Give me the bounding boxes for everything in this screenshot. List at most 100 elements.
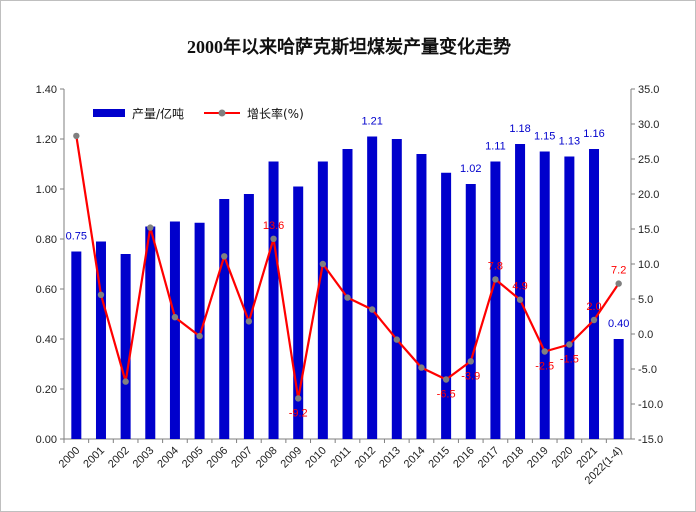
growth-rate-point xyxy=(73,132,80,140)
left-tick-label: 1.20 xyxy=(36,134,57,146)
rate-data-label: 7.8 xyxy=(488,260,503,272)
x-tick-label: 2020 xyxy=(550,445,576,471)
production-bar xyxy=(515,144,526,439)
production-bar xyxy=(243,194,254,439)
growth-rate-point xyxy=(516,296,524,303)
rate-data-label: -1.5 xyxy=(560,354,579,366)
production-bar xyxy=(367,136,378,439)
growth-rate-point xyxy=(344,294,351,301)
x-tick-label: 2017 xyxy=(476,445,502,471)
bar-data-label: 1.13 xyxy=(559,136,580,148)
x-tick-label: 2015 xyxy=(426,445,452,471)
x-tick-label: 2005 xyxy=(180,445,206,471)
production-bar xyxy=(71,251,82,439)
x-tick-label: 2013 xyxy=(377,445,403,471)
rate-data-label: -2.5 xyxy=(535,361,554,373)
left-tick-label: 0.80 xyxy=(36,234,57,246)
right-tick-label: 20.0 xyxy=(638,189,659,201)
production-bar xyxy=(95,241,106,439)
rate-data-label: 2.0 xyxy=(586,301,601,313)
x-axis-ticks: 2000200120022003200420052006200720082009… xyxy=(57,439,625,487)
growth-rate-point xyxy=(147,224,154,231)
rate-data-label: 13.6 xyxy=(263,220,284,232)
growth-rate-point xyxy=(171,314,179,321)
left-tick-label: 1.00 xyxy=(36,184,57,196)
production-bar xyxy=(317,161,328,439)
right-tick-label: 30.0 xyxy=(638,119,659,131)
legend-bar-label: 产量/亿吨 xyxy=(132,106,184,121)
growth-rate-point xyxy=(492,276,499,283)
x-tick-label: 2006 xyxy=(205,445,231,471)
growth-rate-point xyxy=(270,235,277,242)
right-tick-label: 15.0 xyxy=(638,224,659,236)
production-bar xyxy=(194,222,205,439)
production-bar xyxy=(169,221,180,439)
legend-line-label: 增长率(%) xyxy=(247,106,304,121)
growth-line-series xyxy=(73,132,622,402)
production-bar xyxy=(539,151,550,439)
data-labels: 0.75 1.21 1.02 1.111.18 1.15 1.131.16 0.40 13.6… xyxy=(66,116,630,420)
production-bar xyxy=(589,149,600,439)
right-tick-label: -10.0 xyxy=(638,399,663,411)
right-tick-label: 10.0 xyxy=(638,259,659,271)
production-bar xyxy=(465,184,476,439)
bar-data-label: 1.18 xyxy=(509,123,530,135)
chart-title: 2000年以来哈萨克斯坦煤炭产量变化走势 xyxy=(187,36,511,57)
growth-rate-point xyxy=(97,291,105,298)
rate-data-label: -3.9 xyxy=(461,370,480,382)
growth-rate-point xyxy=(368,306,376,313)
left-axis-ticks: 0.00 0.20 0.40 0.60 0.80 1.00 1.20 1.40 xyxy=(36,84,64,446)
growth-rate-point xyxy=(393,336,401,343)
right-axis-ticks: -15.0 -10.0 -5.0 0.0 5.0 10.0 15.0 20.0 25.0 30.0… xyxy=(631,84,663,446)
left-tick-label: 1.40 xyxy=(36,84,57,96)
x-tick-label: 2004 xyxy=(155,445,181,471)
legend: 产量/亿吨 增长率(%) xyxy=(93,106,304,121)
legend-bar-swatch xyxy=(93,109,125,117)
growth-rate-point xyxy=(615,280,622,287)
growth-rate-point xyxy=(245,318,253,325)
growth-rate-point xyxy=(319,260,327,268)
left-tick-label: 0.60 xyxy=(36,284,57,296)
bar-data-label: 1.21 xyxy=(361,116,382,128)
right-tick-label: 0.0 xyxy=(638,329,653,341)
growth-rate-point xyxy=(541,348,548,355)
x-tick-label: 2008 xyxy=(254,445,280,471)
x-tick-label: 2014 xyxy=(402,445,428,471)
growth-rate-point xyxy=(590,316,598,324)
legend-line-marker xyxy=(218,109,226,117)
production-bar xyxy=(391,139,402,439)
x-tick-label: 2010 xyxy=(303,445,329,471)
bar-data-label: 1.11 xyxy=(485,141,506,153)
bar-data-label: 0.40 xyxy=(608,318,629,330)
growth-rate-point xyxy=(196,332,203,340)
left-tick-label: 0.00 xyxy=(36,434,57,446)
rate-data-label: -6.5 xyxy=(437,389,456,401)
right-tick-label: -5.0 xyxy=(638,364,657,376)
x-tick-label: 2011 xyxy=(328,445,353,470)
production-bar xyxy=(293,186,304,439)
production-bar xyxy=(342,149,353,439)
growth-rate-point xyxy=(566,341,573,348)
left-tick-label: 0.20 xyxy=(36,384,57,396)
x-tick-label: 2019 xyxy=(525,445,551,471)
x-tick-label: 2003 xyxy=(131,445,157,471)
right-tick-label: -15.0 xyxy=(638,434,663,446)
right-tick-label: 5.0 xyxy=(638,294,653,306)
production-bar xyxy=(120,254,131,439)
production-bar xyxy=(613,339,624,439)
production-bar xyxy=(441,172,452,439)
growth-rate-point xyxy=(442,376,450,383)
x-tick-label: 2009 xyxy=(279,445,305,471)
production-bar xyxy=(564,156,575,439)
bar-data-label: 1.02 xyxy=(460,163,481,175)
growth-rate-point xyxy=(467,358,474,365)
production-bar xyxy=(145,226,156,439)
bar-data-label: 1.15 xyxy=(534,131,555,143)
growth-rate-point xyxy=(294,395,302,402)
right-tick-label: 25.0 xyxy=(638,154,659,166)
left-tick-label: 0.40 xyxy=(36,334,57,346)
rate-data-label: -9.2 xyxy=(289,407,308,419)
production-bar xyxy=(490,161,501,439)
